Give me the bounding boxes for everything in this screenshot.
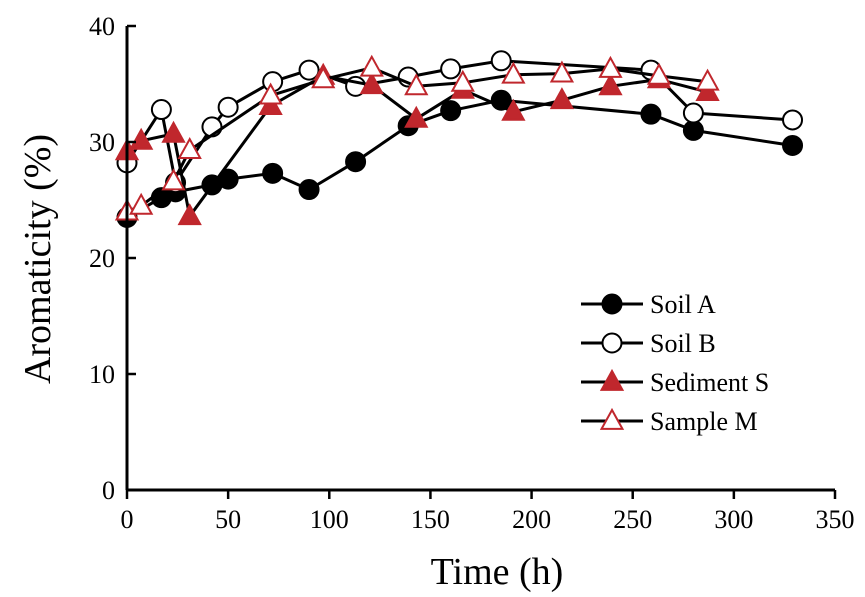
x-tick-label: 350: [816, 505, 855, 534]
data-point: [150, 99, 172, 121]
legend-item: Sediment S: [581, 368, 769, 397]
y-tick-label: 10: [89, 360, 115, 389]
data-point: [501, 61, 526, 84]
data-point: [440, 100, 462, 122]
legend-item: Sample M: [581, 407, 758, 436]
data-point: [782, 109, 804, 131]
data-point: [177, 137, 202, 160]
data-point: [129, 127, 154, 150]
y-tick-label: 20: [89, 244, 115, 273]
data-point: [640, 103, 662, 125]
data-point: [549, 87, 575, 110]
legend-marker: [599, 407, 625, 430]
legend: Soil A Soil B Sediment S Sample M: [581, 290, 769, 436]
data-point: [598, 73, 623, 96]
data-point: [782, 134, 804, 156]
x-tick-label: 250: [613, 505, 652, 534]
series-soil-a: [116, 89, 804, 228]
data-point: [177, 203, 202, 226]
data-point: [404, 73, 429, 96]
data-point: [404, 105, 429, 128]
y-tick-label: 40: [89, 12, 115, 41]
data-point: [450, 69, 475, 92]
data-point: [490, 50, 512, 72]
x-axis-title: Time (h): [431, 551, 564, 593]
legend-label: Sample M: [650, 407, 758, 436]
x-tick-label: 200: [512, 505, 551, 534]
x-tick-label: 50: [215, 505, 241, 534]
data-point: [262, 162, 284, 184]
legend-marker: [601, 293, 623, 315]
y-axis-title: Aromaticity (%): [17, 134, 59, 384]
legend-label: Soil B: [650, 329, 716, 358]
series-sample-m: [114, 54, 720, 221]
data-point: [311, 66, 336, 89]
data-point: [501, 98, 526, 121]
legend-item: Soil A: [581, 290, 716, 319]
data-point: [598, 55, 623, 78]
x-tick-label: 0: [121, 505, 134, 534]
y-tick-label: 0: [102, 476, 115, 505]
data-point: [161, 120, 186, 143]
data-point: [129, 192, 154, 215]
legend-marker: [601, 332, 623, 354]
data-point: [359, 54, 384, 77]
x-tick-label: 100: [310, 505, 349, 534]
data-point: [161, 168, 186, 191]
data-point: [298, 59, 320, 81]
series-layer: [114, 50, 804, 228]
data-point: [646, 62, 672, 85]
x-tick-label: 300: [714, 505, 753, 534]
axes-layer: 0 50 100 150 200 250 300 350 0 10 20 30 40: [89, 12, 855, 534]
legend-label: Soil A: [650, 290, 716, 319]
data-point: [258, 82, 283, 105]
data-point: [345, 151, 367, 173]
data-point: [682, 102, 704, 124]
data-point: [440, 58, 462, 80]
x-tick-label: 150: [411, 505, 450, 534]
legend-item: Soil B: [581, 329, 716, 358]
y-tick-label: 30: [89, 128, 115, 157]
data-point: [549, 60, 575, 83]
data-point: [695, 68, 720, 91]
data-point: [298, 179, 320, 201]
data-point: [359, 72, 384, 95]
series-soil-b: [116, 50, 804, 194]
data-point: [682, 119, 704, 141]
legend-label: Sediment S: [650, 368, 769, 397]
legend-marker: [599, 368, 625, 391]
data-point: [217, 96, 239, 118]
